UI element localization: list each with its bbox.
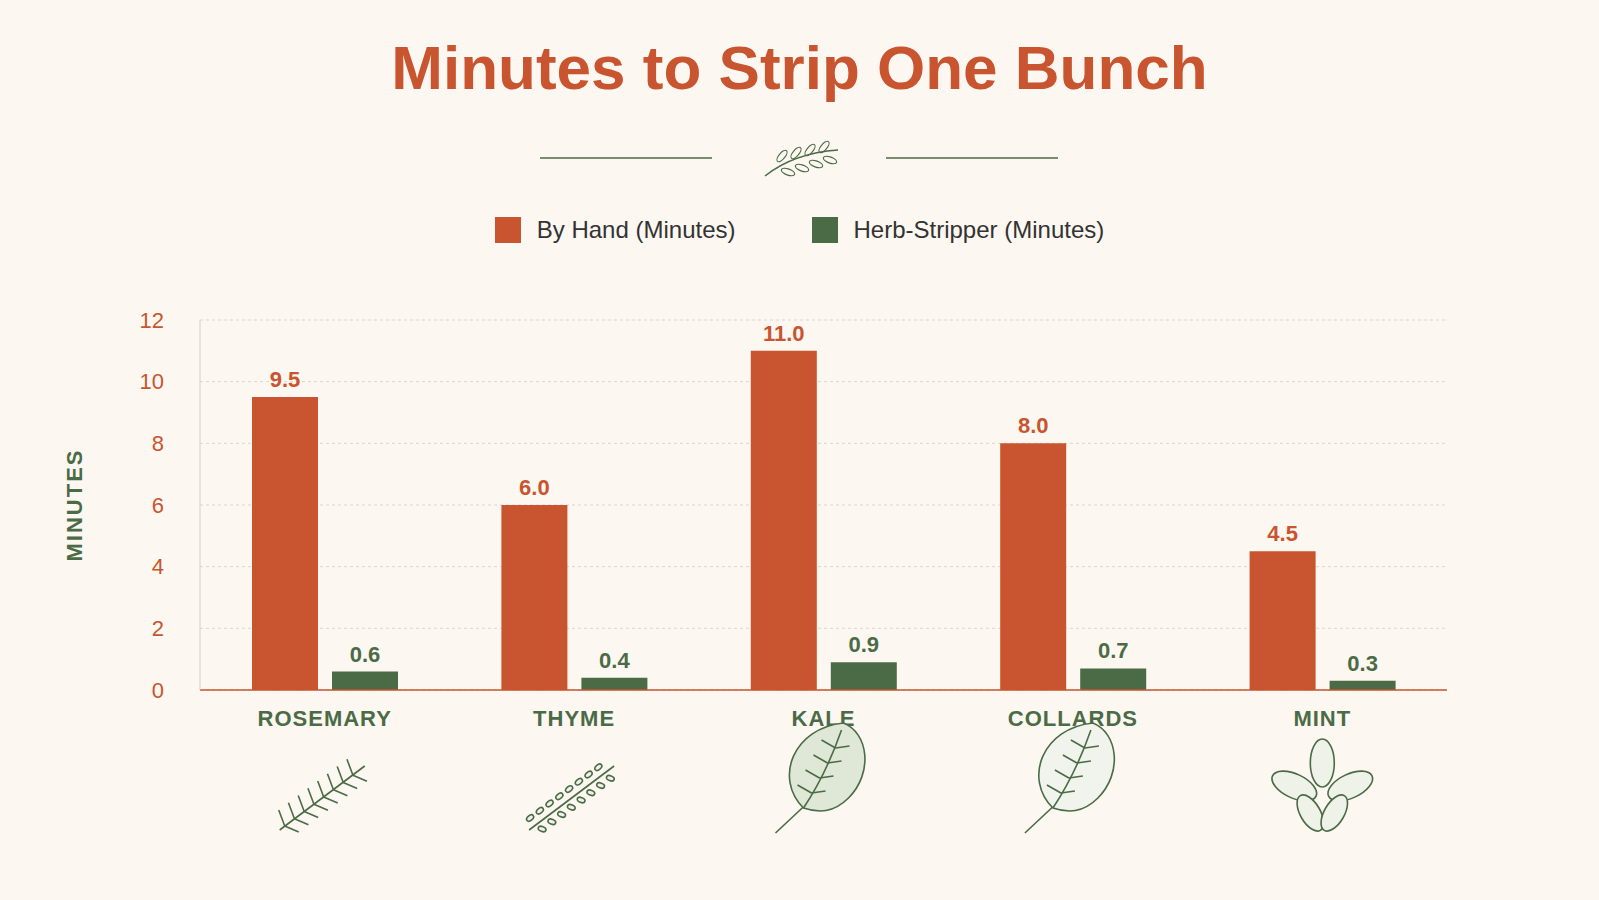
- svg-text:THYME: THYME: [533, 706, 615, 731]
- svg-text:KALE: KALE: [791, 706, 856, 731]
- svg-text:9.5: 9.5: [270, 367, 301, 392]
- svg-text:0: 0: [152, 678, 164, 703]
- svg-text:0.3: 0.3: [1347, 651, 1378, 676]
- svg-text:4.5: 4.5: [1267, 521, 1298, 546]
- svg-text:2: 2: [152, 616, 164, 641]
- svg-text:MINT: MINT: [1293, 706, 1351, 731]
- html-text:Herb-Stripper (Minutes): Herb-Stripper (Minutes): [853, 216, 1105, 243]
- html-text:Minutes to Strip One Bunch: Minutes to Strip One Bunch: [391, 33, 1208, 102]
- svg-text:0.4: 0.4: [599, 648, 630, 673]
- svg-text:8.0: 8.0: [1018, 413, 1049, 438]
- svg-text:12: 12: [140, 308, 164, 333]
- svg-text:MINUTES: MINUTES: [62, 449, 87, 562]
- svg-text:8: 8: [152, 431, 164, 456]
- svg-text:0.9: 0.9: [849, 632, 880, 657]
- svg-text:4: 4: [152, 554, 164, 579]
- html-text:By Hand (Minutes): By Hand (Minutes): [536, 216, 736, 243]
- svg-text:11.0: 11.0: [763, 321, 805, 346]
- svg-text:ROSEMARY: ROSEMARY: [258, 706, 392, 731]
- svg-text:0.6: 0.6: [350, 642, 381, 667]
- svg-text:0.7: 0.7: [1098, 638, 1129, 663]
- svg-text:6: 6: [152, 493, 164, 518]
- svg-text:10: 10: [140, 369, 164, 394]
- svg-text:COLLARDS: COLLARDS: [1007, 706, 1138, 731]
- svg-text:6.0: 6.0: [519, 475, 550, 500]
